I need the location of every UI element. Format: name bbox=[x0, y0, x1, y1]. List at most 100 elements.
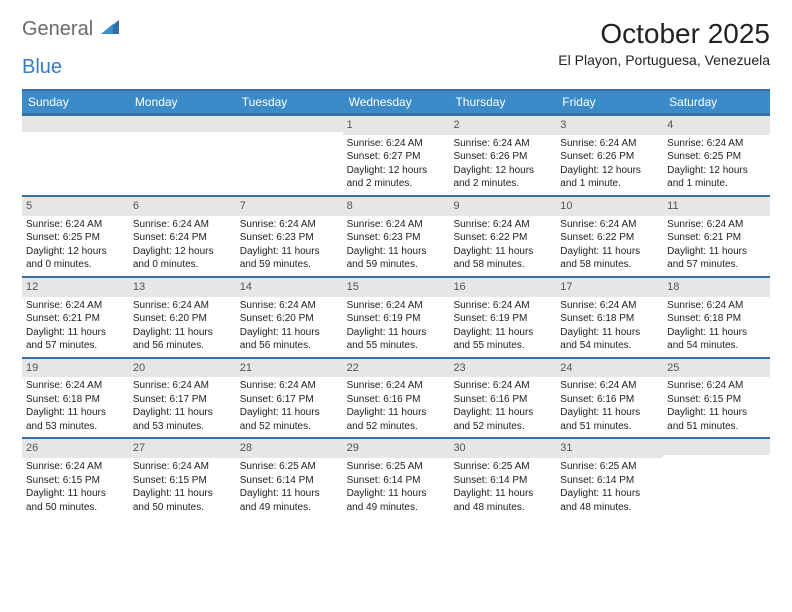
day-cell: 15Sunrise: 6:24 AMSunset: 6:19 PMDayligh… bbox=[343, 278, 450, 357]
sunset-text: Sunset: 6:23 PM bbox=[240, 231, 339, 245]
sunrise-text: Sunrise: 6:24 AM bbox=[347, 137, 446, 151]
sunrise-text: Sunrise: 6:25 AM bbox=[560, 460, 659, 474]
sunrise-text: Sunrise: 6:24 AM bbox=[26, 379, 125, 393]
day-number: 28 bbox=[236, 439, 343, 458]
sunset-text: Sunset: 6:26 PM bbox=[560, 150, 659, 164]
sunrise-text: Sunrise: 6:25 AM bbox=[240, 460, 339, 474]
day-number: 3 bbox=[556, 116, 663, 135]
day-cell: 27Sunrise: 6:24 AMSunset: 6:15 PMDayligh… bbox=[129, 439, 236, 518]
sunrise-text: Sunrise: 6:24 AM bbox=[133, 379, 232, 393]
day-cell: 14Sunrise: 6:24 AMSunset: 6:20 PMDayligh… bbox=[236, 278, 343, 357]
daylight-text: Daylight: 11 hours and 51 minutes. bbox=[560, 406, 659, 433]
day-number bbox=[129, 116, 236, 132]
day-number: 11 bbox=[663, 197, 770, 216]
day-number: 13 bbox=[129, 278, 236, 297]
sunrise-text: Sunrise: 6:24 AM bbox=[347, 299, 446, 313]
day-number: 25 bbox=[663, 359, 770, 378]
day-cell bbox=[22, 116, 129, 195]
day-header-row: Sunday Monday Tuesday Wednesday Thursday… bbox=[22, 89, 770, 114]
sunset-text: Sunset: 6:21 PM bbox=[26, 312, 125, 326]
sunrise-text: Sunrise: 6:24 AM bbox=[560, 137, 659, 151]
sunrise-text: Sunrise: 6:24 AM bbox=[240, 379, 339, 393]
sunset-text: Sunset: 6:14 PM bbox=[560, 474, 659, 488]
day-number: 14 bbox=[236, 278, 343, 297]
daylight-text: Daylight: 11 hours and 52 minutes. bbox=[347, 406, 446, 433]
daylight-text: Daylight: 11 hours and 56 minutes. bbox=[133, 326, 232, 353]
day-number: 29 bbox=[343, 439, 450, 458]
sunset-text: Sunset: 6:14 PM bbox=[240, 474, 339, 488]
daylight-text: Daylight: 11 hours and 58 minutes. bbox=[453, 245, 552, 272]
day-cell: 10Sunrise: 6:24 AMSunset: 6:22 PMDayligh… bbox=[556, 197, 663, 276]
day-number: 18 bbox=[663, 278, 770, 297]
daylight-text: Daylight: 12 hours and 1 minute. bbox=[667, 164, 766, 191]
day-cell bbox=[129, 116, 236, 195]
day-number: 19 bbox=[22, 359, 129, 378]
sunset-text: Sunset: 6:15 PM bbox=[26, 474, 125, 488]
daylight-text: Daylight: 11 hours and 55 minutes. bbox=[347, 326, 446, 353]
daylight-text: Daylight: 11 hours and 48 minutes. bbox=[453, 487, 552, 514]
day-number bbox=[236, 116, 343, 132]
sunset-text: Sunset: 6:27 PM bbox=[347, 150, 446, 164]
sunrise-text: Sunrise: 6:24 AM bbox=[667, 218, 766, 232]
day-number: 20 bbox=[129, 359, 236, 378]
day-cell: 8Sunrise: 6:24 AMSunset: 6:23 PMDaylight… bbox=[343, 197, 450, 276]
daylight-text: Daylight: 12 hours and 2 minutes. bbox=[347, 164, 446, 191]
day-number: 10 bbox=[556, 197, 663, 216]
sunrise-text: Sunrise: 6:24 AM bbox=[667, 137, 766, 151]
sunset-text: Sunset: 6:23 PM bbox=[347, 231, 446, 245]
daylight-text: Daylight: 11 hours and 57 minutes. bbox=[26, 326, 125, 353]
day-number: 1 bbox=[343, 116, 450, 135]
sunset-text: Sunset: 6:17 PM bbox=[133, 393, 232, 407]
week-row: 5Sunrise: 6:24 AMSunset: 6:25 PMDaylight… bbox=[22, 195, 770, 276]
day-number: 31 bbox=[556, 439, 663, 458]
day-number: 6 bbox=[129, 197, 236, 216]
sunset-text: Sunset: 6:21 PM bbox=[667, 231, 766, 245]
day-number: 8 bbox=[343, 197, 450, 216]
day-number: 22 bbox=[343, 359, 450, 378]
logo-text-blue: Blue bbox=[22, 56, 62, 79]
day-cell: 12Sunrise: 6:24 AMSunset: 6:21 PMDayligh… bbox=[22, 278, 129, 357]
sunrise-text: Sunrise: 6:25 AM bbox=[453, 460, 552, 474]
day-number: 2 bbox=[449, 116, 556, 135]
daylight-text: Daylight: 11 hours and 56 minutes. bbox=[240, 326, 339, 353]
day-number: 27 bbox=[129, 439, 236, 458]
day-number: 17 bbox=[556, 278, 663, 297]
logo-text-general: General bbox=[22, 18, 93, 41]
day-number: 16 bbox=[449, 278, 556, 297]
daylight-text: Daylight: 11 hours and 57 minutes. bbox=[667, 245, 766, 272]
sunrise-text: Sunrise: 6:24 AM bbox=[240, 218, 339, 232]
daylight-text: Daylight: 12 hours and 2 minutes. bbox=[453, 164, 552, 191]
day-header-sun: Sunday bbox=[22, 91, 129, 113]
day-header-mon: Monday bbox=[129, 91, 236, 113]
sunset-text: Sunset: 6:16 PM bbox=[347, 393, 446, 407]
day-cell: 13Sunrise: 6:24 AMSunset: 6:20 PMDayligh… bbox=[129, 278, 236, 357]
sunset-text: Sunset: 6:15 PM bbox=[133, 474, 232, 488]
week-row: 26Sunrise: 6:24 AMSunset: 6:15 PMDayligh… bbox=[22, 437, 770, 518]
day-number: 23 bbox=[449, 359, 556, 378]
month-title: October 2025 bbox=[558, 18, 770, 50]
day-number: 21 bbox=[236, 359, 343, 378]
day-cell: 11 Sunrise: 6:24 AMSunset: 6:21 PMDayligh… bbox=[663, 197, 770, 276]
day-header-sat: Saturday bbox=[663, 91, 770, 113]
day-cell: 7Sunrise: 6:24 AMSunset: 6:23 PMDaylight… bbox=[236, 197, 343, 276]
sunset-text: Sunset: 6:18 PM bbox=[560, 312, 659, 326]
day-cell: 23Sunrise: 6:24 AMSunset: 6:16 PMDayligh… bbox=[449, 359, 556, 438]
day-cell: 28Sunrise: 6:25 AMSunset: 6:14 PMDayligh… bbox=[236, 439, 343, 518]
sunset-text: Sunset: 6:20 PM bbox=[133, 312, 232, 326]
title-block: October 2025 El Playon, Portuguesa, Vene… bbox=[558, 18, 770, 68]
day-cell: 31Sunrise: 6:25 AMSunset: 6:14 PMDayligh… bbox=[556, 439, 663, 518]
day-header-wed: Wednesday bbox=[343, 91, 450, 113]
daylight-text: Daylight: 11 hours and 53 minutes. bbox=[133, 406, 232, 433]
sunrise-text: Sunrise: 6:24 AM bbox=[453, 299, 552, 313]
sunrise-text: Sunrise: 6:24 AM bbox=[133, 218, 232, 232]
day-cell: 20Sunrise: 6:24 AMSunset: 6:17 PMDayligh… bbox=[129, 359, 236, 438]
sunrise-text: Sunrise: 6:25 AM bbox=[347, 460, 446, 474]
sunrise-text: Sunrise: 6:24 AM bbox=[560, 218, 659, 232]
sunset-text: Sunset: 6:22 PM bbox=[560, 231, 659, 245]
day-number: 26 bbox=[22, 439, 129, 458]
sunrise-text: Sunrise: 6:24 AM bbox=[453, 218, 552, 232]
week-row: 19Sunrise: 6:24 AMSunset: 6:18 PMDayligh… bbox=[22, 357, 770, 438]
day-number bbox=[22, 116, 129, 132]
sunrise-text: Sunrise: 6:24 AM bbox=[347, 379, 446, 393]
day-number: 5 bbox=[22, 197, 129, 216]
